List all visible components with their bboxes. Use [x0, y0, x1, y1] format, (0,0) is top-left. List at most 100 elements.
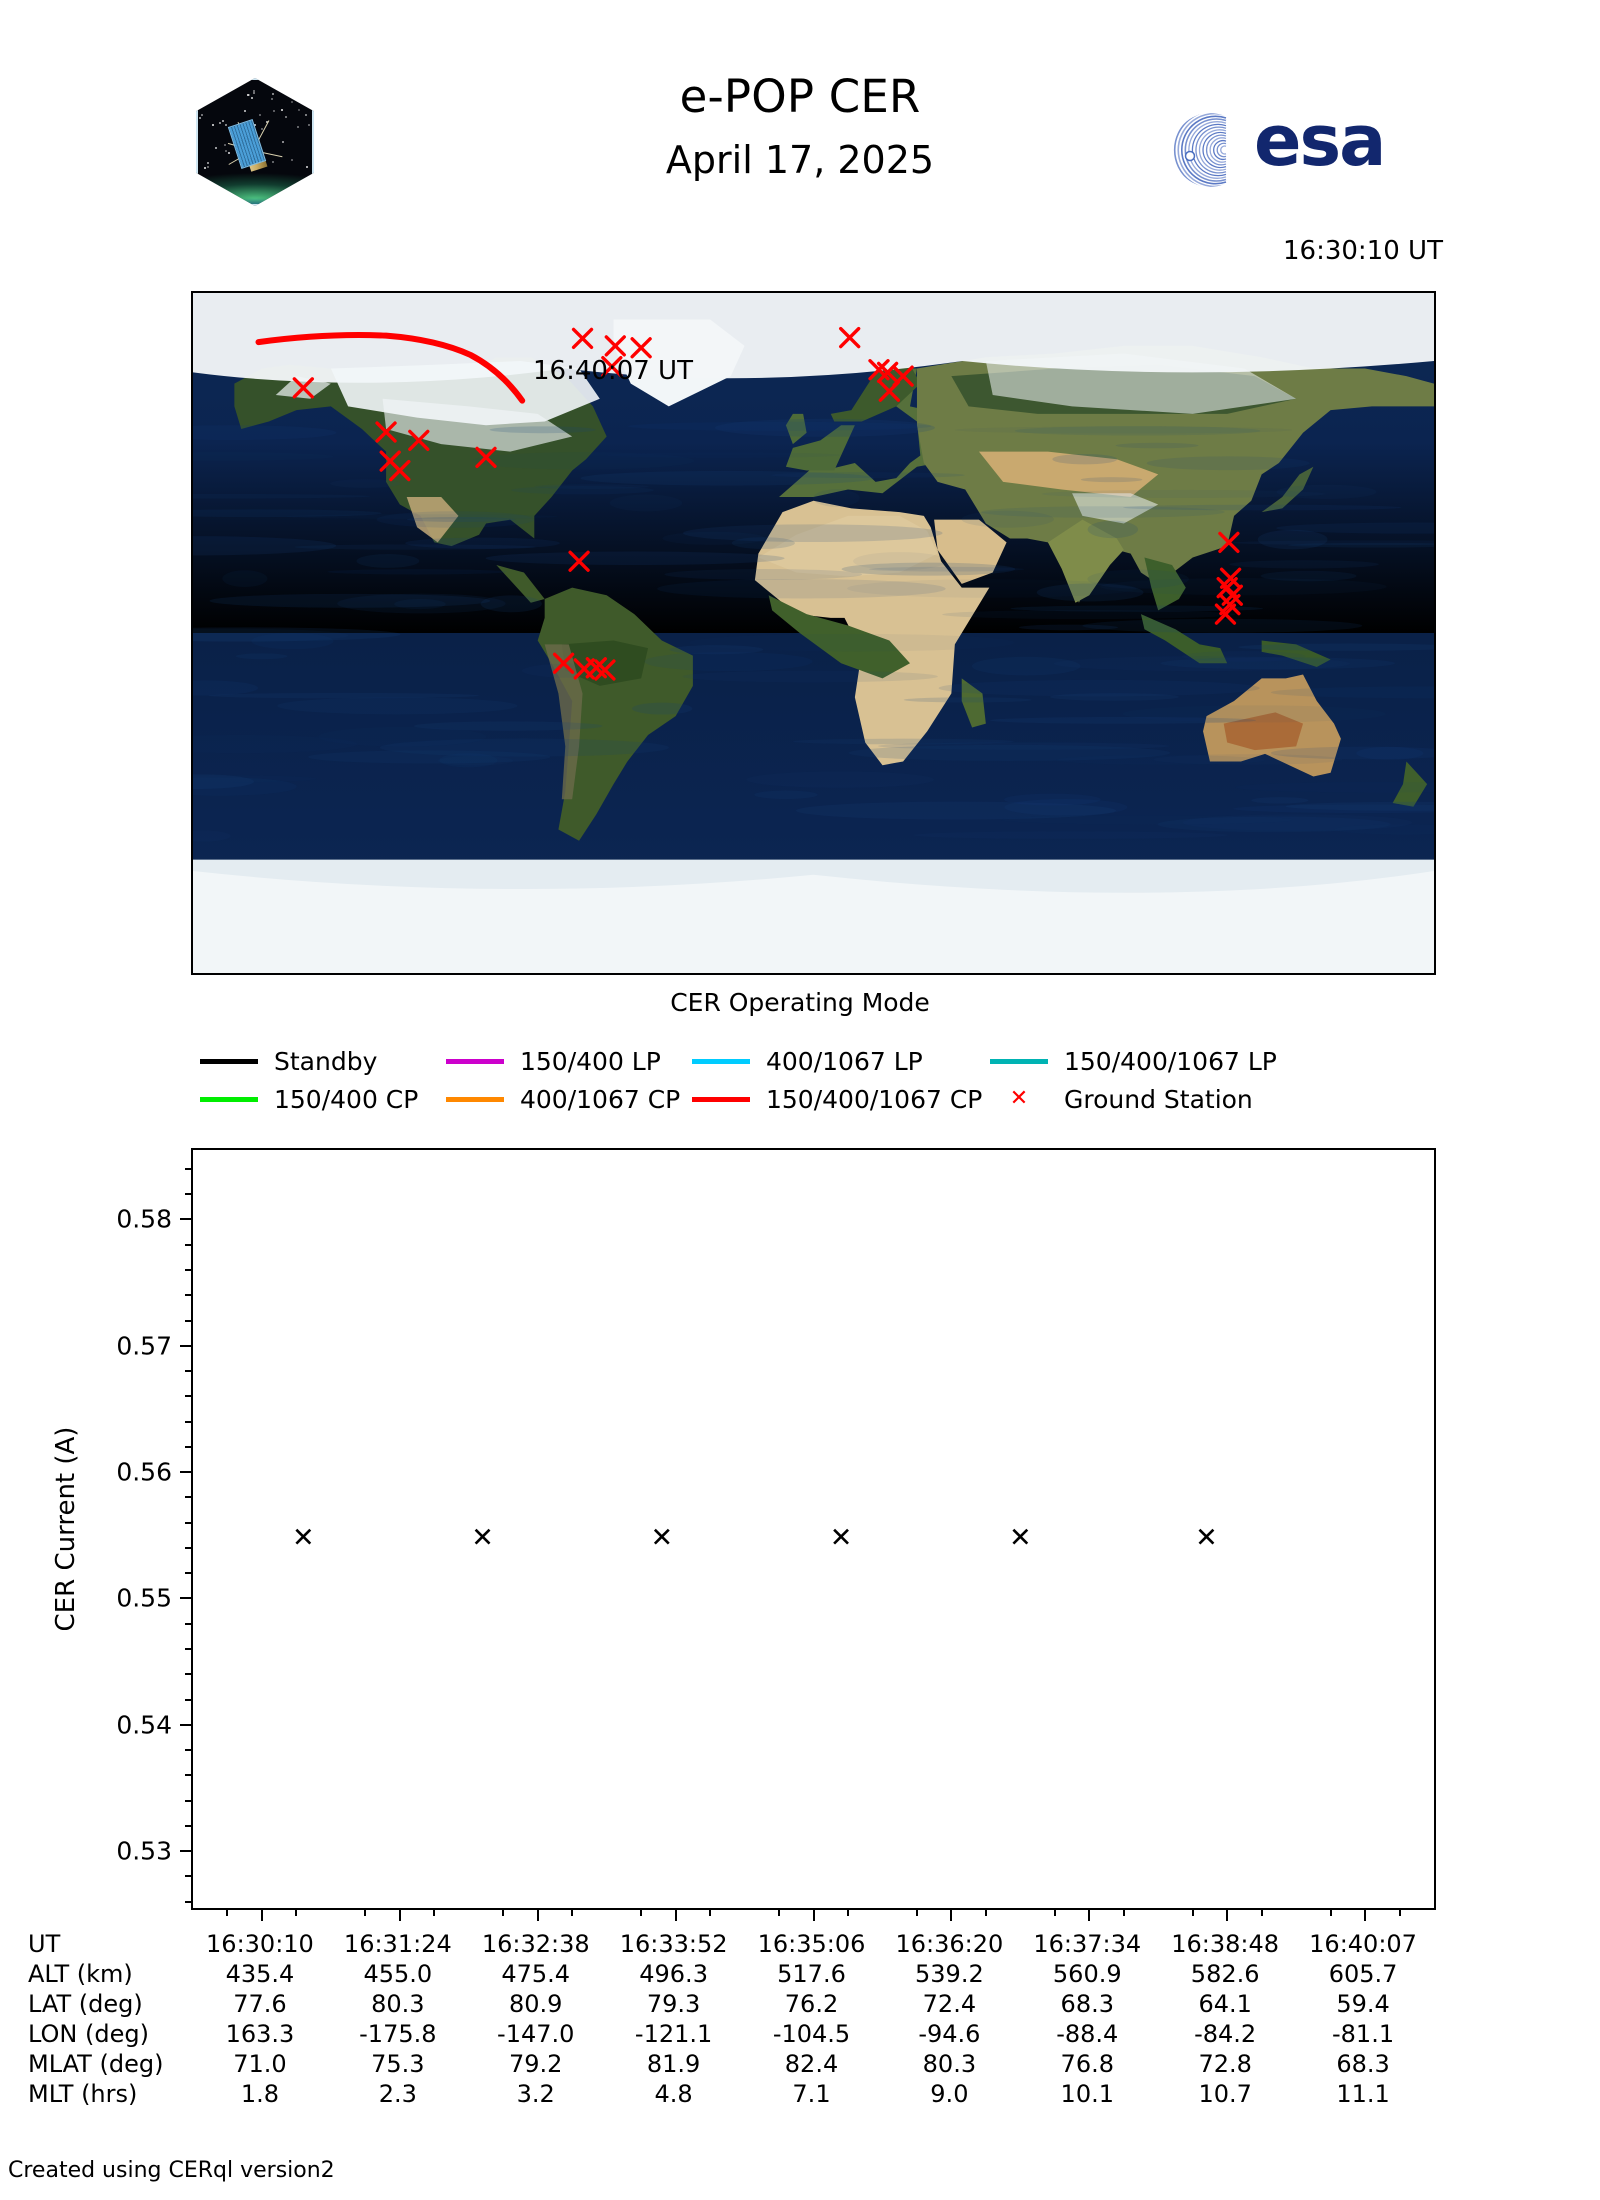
table-cell: 80.9	[509, 1990, 563, 2018]
ground-station-marker-icon: ✕	[1009, 1086, 1029, 1111]
table-cell: 16:40:07	[1309, 1930, 1417, 1958]
table-cell: 16:35:06	[757, 1930, 866, 1958]
table-row-label: LON (deg)	[28, 2020, 149, 2048]
y-axis-tick-label: 0.53	[116, 1836, 172, 1866]
x-axis-tick	[260, 1908, 263, 1921]
y-axis-tick	[180, 1597, 193, 1600]
legend-label: 150/400 CP	[274, 1084, 419, 1114]
x-axis-minor-tick	[984, 1908, 987, 1916]
footer-credit: Created using CERql version2	[8, 2158, 335, 2183]
table-cell: 68.3	[1336, 2050, 1390, 2078]
data-point-marker: ✕	[471, 1522, 494, 1554]
y-axis-title: CER Current (A)	[51, 1426, 81, 1632]
data-point-marker: ✕	[291, 1522, 315, 1554]
table-cell: 76.2	[784, 1990, 839, 2018]
y-axis-minor-tick	[185, 1193, 193, 1196]
x-axis-tick	[674, 1908, 677, 1921]
x-axis-minor-tick	[1191, 1908, 1194, 1916]
legend-label: 150/400/1067 LP	[1064, 1046, 1277, 1076]
legend-row: 150/400 CP 400/1067 CP 150/400/1067 CP ✕ Gro…	[200, 1080, 1460, 1118]
table-cell: 1.8	[240, 2080, 280, 2108]
cer-current-plot-frame: 0.53 0.54 0.55 0.56 0.57 0.58 ✕ ✕ ✕ ✕ ✕ ✕	[116, 1148, 1436, 1921]
y-axis-minor-tick	[185, 1370, 193, 1373]
y-axis-minor-tick	[185, 1749, 193, 1752]
table-cell: 16:30:10	[206, 1930, 314, 1958]
table-cell: -104.5	[772, 2020, 851, 2048]
page-title: e-POP CER	[679, 70, 921, 123]
legend-color-swatch	[692, 1096, 750, 1102]
x-axis-minor-tick	[915, 1908, 918, 1916]
y-axis-tick	[180, 1723, 193, 1726]
y-axis-minor-tick	[185, 1167, 193, 1170]
map-caption: CER Operating Mode	[670, 988, 930, 1017]
data-point-marker: ✕	[829, 1522, 853, 1554]
world-map-canvas	[193, 293, 1434, 973]
data-point-marker: ✕	[1195, 1522, 1218, 1554]
x-axis-minor-tick	[571, 1908, 574, 1916]
y-axis-minor-tick	[185, 1824, 193, 1827]
x-axis-tick	[398, 1908, 401, 1921]
y-axis-tick-label: 0.58	[116, 1204, 172, 1234]
table-cell: 80.3	[922, 2050, 977, 2078]
x-axis-minor-tick	[1329, 1908, 1332, 1916]
table-cell: 16:31:24	[343, 1930, 452, 1958]
y-axis-minor-tick	[185, 1698, 193, 1701]
table-cell: -121.1	[634, 2020, 713, 2048]
table-cell: 81.9	[646, 2050, 701, 2078]
x-axis-minor-tick	[1260, 1908, 1263, 1916]
legend-label: Standby	[274, 1046, 378, 1076]
table-cell: 71.0	[233, 2050, 287, 2078]
y-axis-minor-tick	[185, 1521, 193, 1524]
table-row: MLT (hrs) 1.8 2.3 3.2 4.8 7.1 9.0 10.1 10.7 11.1	[0, 2080, 1600, 2110]
x-axis-minor-tick	[1122, 1908, 1125, 1916]
x-axis-minor-tick	[364, 1908, 367, 1916]
legend-item-150-400-1067-lp: 150/400/1067 LP	[990, 1047, 1277, 1076]
table-row-label: ALT (km)	[28, 1960, 133, 1988]
legend-color-swatch	[692, 1058, 750, 1064]
cer-current-plot-area: 0.53 0.54 0.55 0.56 0.57 0.58 ✕ ✕ ✕ ✕ ✕ ✕	[116, 1150, 1434, 1921]
table-row-label: MLAT (deg)	[28, 2050, 164, 2078]
y-axis-minor-tick	[185, 1243, 193, 1246]
table-cell: 72.4	[922, 1990, 977, 2018]
x-axis-minor-tick	[709, 1908, 712, 1916]
legend-label: 150/400 LP	[520, 1046, 661, 1076]
y-axis-minor-tick	[185, 1799, 193, 1802]
table-cell: 16:37:34	[1033, 1930, 1142, 1958]
legend-color-swatch	[200, 1058, 258, 1064]
table-cell: 3.2	[516, 2080, 555, 2108]
x-axis-tick	[536, 1908, 539, 1921]
legend-item-ground-station: ✕ Ground Station	[990, 1085, 1253, 1114]
table-cell: 16:38:48	[1171, 1930, 1280, 1958]
legend-item-150-400-1067-cp: 150/400/1067 CP	[692, 1085, 982, 1114]
y-axis-tick	[180, 1218, 193, 1221]
map-start-time-label: 16:30:10 UT	[1283, 236, 1443, 266]
x-axis-minor-tick	[640, 1908, 643, 1916]
y-axis-minor-tick	[185, 1900, 193, 1903]
table-cell: 9.0	[930, 2080, 969, 2108]
page-date: April 17, 2025	[665, 138, 935, 182]
legend-color-swatch	[446, 1058, 504, 1064]
table-cell: 16:36:20	[895, 1930, 1004, 1958]
x-axis-tick	[1226, 1908, 1229, 1921]
x-axis-minor-tick	[846, 1908, 849, 1916]
y-axis-minor-tick	[185, 1875, 193, 1878]
table-cell: 582.6	[1190, 1960, 1260, 1988]
table-cell: 10.1	[1060, 2080, 1114, 2108]
data-point-marker: ✕	[1009, 1522, 1032, 1554]
y-axis-minor-tick	[185, 1445, 193, 1448]
table-cell: 475.4	[501, 1960, 571, 1988]
ephemeris-table: UT 16:30:10 16:31:24 16:32:38 16:33:52 16:35:…	[0, 1930, 1600, 2110]
x-axis-minor-tick	[433, 1908, 436, 1916]
y-axis-minor-tick	[185, 1774, 193, 1777]
operating-mode-legend: Standby 150/400 LP 400/1067 LP 150/400/1067…	[200, 1042, 1460, 1118]
x-axis-tick	[1088, 1908, 1091, 1921]
table-row: MLAT (deg) 71.0 75.3 79.2 81.9 82.4 80.3 76.8 72…	[0, 2050, 1600, 2080]
y-axis-minor-tick	[185, 1395, 193, 1398]
y-axis-minor-tick	[185, 1546, 193, 1549]
legend-color-swatch	[200, 1096, 258, 1102]
table-cell: -84.2	[1194, 2020, 1257, 2048]
page-header: e-POP CER April 17, 2025 esa	[0, 0, 1600, 270]
x-axis-tick	[812, 1908, 815, 1921]
x-axis-minor-tick	[502, 1908, 505, 1916]
